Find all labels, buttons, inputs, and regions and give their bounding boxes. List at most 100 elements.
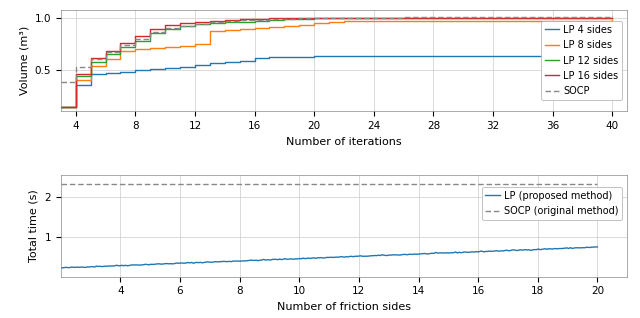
- SOCP: [147, 37, 154, 41]
- LP 12 sides: [280, 18, 288, 22]
- LP 8 sides: [609, 18, 616, 22]
- LP 12 sides: [176, 24, 184, 28]
- SOCP: [176, 24, 184, 28]
- LP 12 sides: [161, 27, 169, 31]
- LP 12 sides: [206, 22, 214, 26]
- LP 4 sides: [310, 54, 318, 58]
- LP 8 sides: [340, 20, 348, 24]
- LP 8 sides: [116, 58, 124, 61]
- LP 4 sides: [325, 54, 333, 58]
- SOCP: [161, 26, 169, 30]
- LP 4 sides: [251, 57, 259, 60]
- LP 4 sides: [296, 55, 303, 59]
- LP 16 sides: [221, 19, 228, 23]
- Line: LP (proposed method): LP (proposed method): [61, 247, 597, 268]
- SOCP: [280, 17, 288, 21]
- LP 4 sides: [609, 53, 616, 57]
- LP 12 sides: [87, 74, 95, 78]
- LP 8 sides: [57, 106, 65, 109]
- Line: SOCP: SOCP: [61, 16, 612, 82]
- LP 8 sides: [72, 78, 79, 82]
- X-axis label: Number of iterations: Number of iterations: [286, 137, 402, 147]
- LP 8 sides: [296, 23, 303, 27]
- SOCP: [161, 31, 169, 34]
- Line: LP 12 sides: LP 12 sides: [61, 18, 612, 107]
- LP 8 sides: [325, 20, 333, 24]
- LP 16 sides: [280, 16, 288, 20]
- LP 12 sides: [236, 20, 243, 24]
- LP 4 sides: [489, 54, 497, 58]
- Legend: LP 4 sides, LP 8 sides, LP 12 sides, LP 16 sides, SOCP: LP 4 sides, LP 8 sides, LP 12 sides, LP …: [541, 21, 622, 100]
- LP 8 sides: [161, 46, 169, 50]
- LP 12 sides: [72, 74, 79, 78]
- LP 12 sides: [191, 24, 199, 28]
- LP 8 sides: [191, 44, 199, 48]
- LP (proposed method): [387, 253, 395, 257]
- LP 12 sides: [310, 17, 318, 21]
- LP (proposed method): [545, 247, 553, 251]
- SOCP: [57, 80, 65, 84]
- LP 4 sides: [72, 84, 79, 87]
- LP 8 sides: [176, 44, 184, 48]
- LP 12 sides: [102, 52, 109, 56]
- LP 16 sides: [72, 106, 79, 109]
- LP 8 sides: [310, 21, 318, 25]
- SOCP: [609, 14, 616, 18]
- LP 4 sides: [206, 63, 214, 66]
- LP 4 sides: [116, 70, 124, 74]
- LP 16 sides: [131, 41, 139, 45]
- SOCP: [489, 15, 497, 19]
- LP 16 sides: [87, 72, 95, 76]
- LP 12 sides: [191, 22, 199, 26]
- LP 12 sides: [116, 52, 124, 56]
- LP 8 sides: [102, 64, 109, 68]
- LP 12 sides: [266, 19, 273, 23]
- LP 8 sides: [280, 25, 288, 29]
- SOCP: [489, 15, 497, 19]
- SOCP: [266, 17, 273, 21]
- LP 8 sides: [325, 21, 333, 25]
- LP 16 sides: [102, 57, 109, 60]
- LP 8 sides: [102, 58, 109, 61]
- LP 16 sides: [161, 23, 169, 27]
- SOCP: [310, 16, 318, 20]
- LP 8 sides: [206, 30, 214, 33]
- SOCP: [519, 15, 527, 19]
- SOCP: [296, 17, 303, 21]
- SOCP: [400, 16, 408, 20]
- LP 12 sides: [147, 31, 154, 35]
- LP 4 sides: [131, 70, 139, 74]
- LP 12 sides: [147, 39, 154, 43]
- LP 4 sides: [191, 65, 199, 69]
- LP 8 sides: [176, 45, 184, 49]
- LP 8 sides: [116, 49, 124, 53]
- SOCP: [370, 16, 378, 20]
- LP 16 sides: [147, 27, 154, 31]
- LP 12 sides: [236, 20, 243, 24]
- LP (proposed method): [57, 266, 65, 270]
- LP (proposed method): [376, 254, 384, 258]
- LP 8 sides: [609, 18, 616, 22]
- LP 16 sides: [87, 57, 95, 60]
- SOCP: [147, 31, 154, 34]
- SOCP: [102, 50, 109, 54]
- SOCP: [251, 18, 259, 22]
- LP 16 sides: [161, 27, 169, 31]
- LP 4 sides: [206, 61, 214, 65]
- LP 8 sides: [147, 46, 154, 50]
- LP 4 sides: [176, 65, 184, 69]
- SOCP: [191, 24, 199, 28]
- LP 8 sides: [131, 49, 139, 53]
- LP 4 sides: [325, 54, 333, 58]
- LP 16 sides: [280, 16, 288, 20]
- SOCP: [131, 43, 139, 47]
- LP 4 sides: [147, 67, 154, 71]
- SOCP: [310, 17, 318, 20]
- SOCP: [280, 17, 288, 21]
- Line: LP 4 sides: LP 4 sides: [61, 55, 612, 107]
- LP 16 sides: [191, 21, 199, 25]
- Line: LP 8 sides: LP 8 sides: [61, 20, 612, 107]
- LP 4 sides: [504, 54, 512, 58]
- LP 8 sides: [72, 106, 79, 109]
- LP 4 sides: [489, 54, 497, 58]
